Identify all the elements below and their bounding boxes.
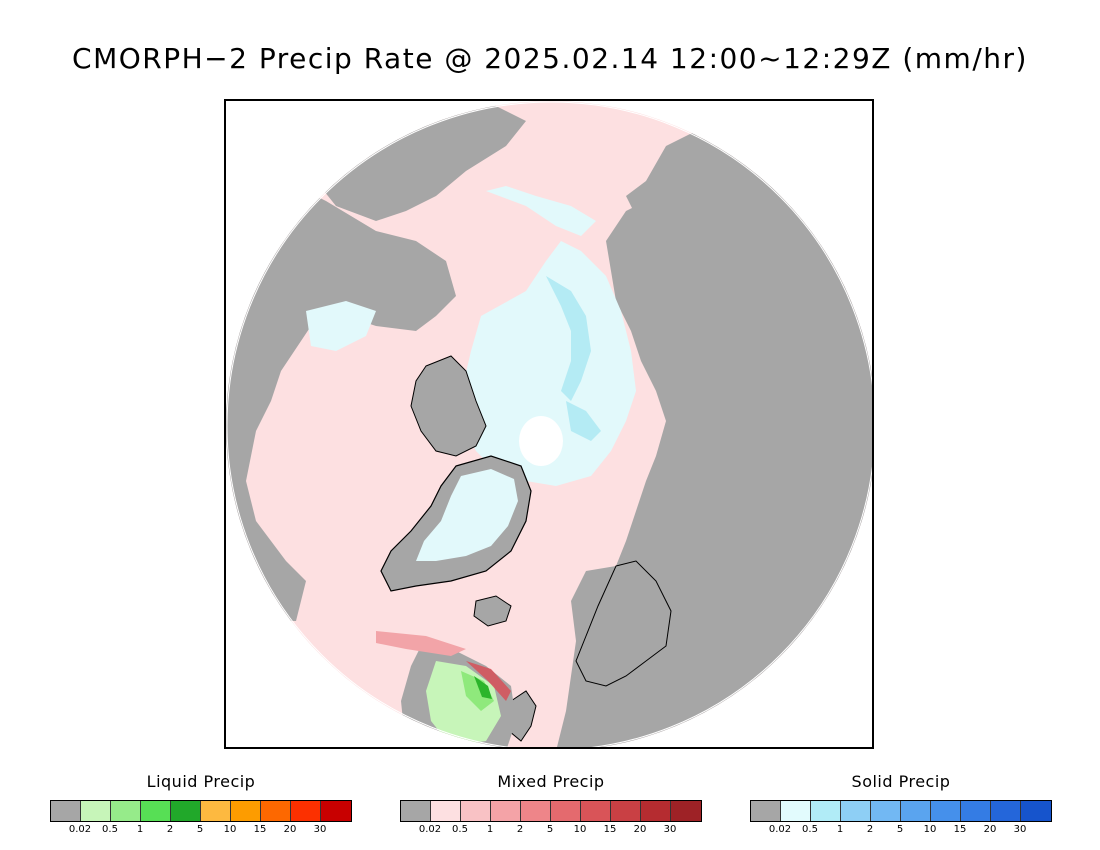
snow-streak-1 bbox=[546, 276, 591, 401]
legend-swatch bbox=[141, 801, 171, 821]
legend-tick: 1 bbox=[136, 824, 144, 835]
legend-swatch bbox=[111, 801, 141, 821]
legend-swatch bbox=[201, 801, 231, 821]
legend-swatch bbox=[901, 801, 931, 821]
legend-mixed: Mixed Precip 0.02 0.5 1 2 5 10 15 20 30 bbox=[400, 772, 702, 838]
legend-tick: 5 bbox=[196, 824, 204, 835]
legend-tick: 20 bbox=[633, 824, 647, 835]
legend-mixed-swatches bbox=[400, 800, 702, 822]
legend-swatch bbox=[1021, 801, 1051, 821]
legend-swatch bbox=[751, 801, 781, 821]
legend-mixed-ticks: 0.02 0.5 1 2 5 10 15 20 30 bbox=[400, 824, 702, 838]
legend-swatch bbox=[931, 801, 961, 821]
legend-swatch bbox=[871, 801, 901, 821]
legend-swatch bbox=[261, 801, 291, 821]
legend-swatch bbox=[431, 801, 461, 821]
mixed-heavy-band bbox=[466, 661, 511, 701]
liquid-heavy-area bbox=[474, 676, 492, 699]
legend-tick: 0.5 bbox=[102, 824, 118, 835]
legend-swatch bbox=[291, 801, 321, 821]
legend-tick: 30 bbox=[663, 824, 677, 835]
legend-liquid-swatches bbox=[50, 800, 352, 822]
legend-swatch bbox=[81, 801, 111, 821]
legend-tick: 0.02 bbox=[418, 824, 442, 835]
legend-tick: 15 bbox=[953, 824, 967, 835]
legend-swatch bbox=[671, 801, 701, 821]
legend-tick: 2 bbox=[516, 824, 524, 835]
legend-tick: 2 bbox=[866, 824, 874, 835]
legend-tick: 1 bbox=[836, 824, 844, 835]
map-frame bbox=[224, 99, 874, 749]
legend-liquid-ticks: 0.02 0.5 1 2 5 10 15 20 30 bbox=[50, 824, 352, 838]
legend-tick: 10 bbox=[923, 824, 937, 835]
legend-tick: 5 bbox=[546, 824, 554, 835]
legend-swatch bbox=[841, 801, 871, 821]
map-title: CMORPH−2 Precip Rate @ 2025.02.14 12:00~… bbox=[72, 42, 1028, 75]
polar-map bbox=[226, 101, 872, 747]
legend-solid: Solid Precip 0.02 0.5 1 2 5 10 15 20 30 bbox=[750, 772, 1052, 838]
legend-tick: 0.02 bbox=[768, 824, 792, 835]
legend-swatch bbox=[171, 801, 201, 821]
canadian-archipelago bbox=[410, 355, 487, 457]
legend-swatch bbox=[781, 801, 811, 821]
north-america-landmass bbox=[226, 181, 456, 621]
legend-tick: 1 bbox=[486, 824, 494, 835]
iceland-landmass bbox=[473, 595, 512, 627]
legend-tick: 5 bbox=[896, 824, 904, 835]
legend-tick: 30 bbox=[1013, 824, 1027, 835]
legend-solid-ticks: 0.02 0.5 1 2 5 10 15 20 30 bbox=[750, 824, 1052, 838]
legend-liquid-title: Liquid Precip bbox=[146, 772, 256, 791]
pole-white-area bbox=[519, 416, 563, 466]
legend-swatch bbox=[581, 801, 611, 821]
legend-tick: 0.5 bbox=[452, 824, 468, 835]
bering-snow-strip bbox=[486, 186, 596, 236]
legend-swatch bbox=[551, 801, 581, 821]
legend-tick: 15 bbox=[603, 824, 617, 835]
legend-tick: 10 bbox=[573, 824, 587, 835]
legend-liquid: Liquid Precip 0.02 0.5 1 2 5 10 15 20 30 bbox=[50, 772, 352, 838]
legend-mixed-title: Mixed Precip bbox=[497, 772, 605, 791]
legend-swatch bbox=[611, 801, 641, 821]
legend-tick: 0.02 bbox=[68, 824, 92, 835]
siberia-east-landmass bbox=[626, 131, 696, 216]
legend-tick: 0.5 bbox=[802, 824, 818, 835]
canada-snow-patch bbox=[306, 301, 376, 351]
scandinavia-landmass bbox=[575, 560, 672, 687]
snow-streak-2 bbox=[566, 401, 601, 441]
legend-tick: 10 bbox=[223, 824, 237, 835]
legend-swatch bbox=[231, 801, 261, 821]
legend-swatch bbox=[51, 801, 81, 821]
legend-swatch bbox=[521, 801, 551, 821]
legend-solid-swatches bbox=[750, 800, 1052, 822]
mixed-medium-band bbox=[376, 631, 466, 656]
legend-tick: 30 bbox=[313, 824, 327, 835]
legend-swatch bbox=[401, 801, 431, 821]
legend-swatch bbox=[321, 801, 351, 821]
legend-swatch bbox=[641, 801, 671, 821]
legend-swatch bbox=[991, 801, 1021, 821]
legend-solid-title: Solid Precip bbox=[851, 772, 951, 791]
legend-tick: 15 bbox=[253, 824, 267, 835]
greenland-ice-sheet bbox=[416, 469, 518, 561]
legend-swatch bbox=[811, 801, 841, 821]
legend-tick: 20 bbox=[983, 824, 997, 835]
legend-swatch bbox=[961, 801, 991, 821]
legend-swatch bbox=[491, 801, 521, 821]
legend-tick: 20 bbox=[283, 824, 297, 835]
liquid-medium-area bbox=[461, 671, 494, 711]
legend-swatch bbox=[461, 801, 491, 821]
legend-tick: 2 bbox=[166, 824, 174, 835]
